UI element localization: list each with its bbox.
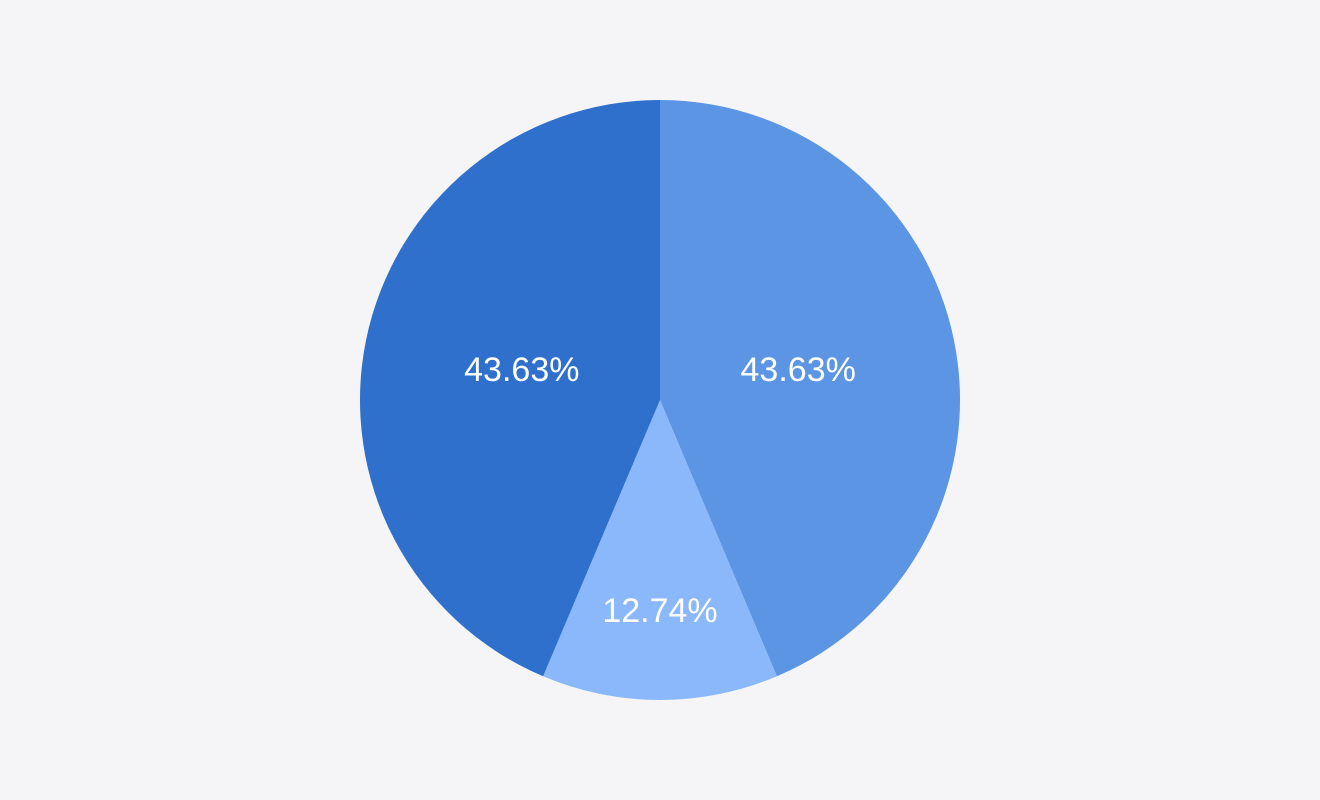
pie-slice-label-2: 12.74% <box>602 592 717 630</box>
pie-slice-labels: 43.63% 12.74% 43.63% <box>464 351 856 630</box>
pie-slice-label-3: 43.63% <box>464 351 579 389</box>
pie-slice-1 <box>660 100 961 677</box>
pie-slices <box>359 100 961 700</box>
pie-slice-3 <box>359 100 660 677</box>
pie-slice-label-1: 43.63% <box>741 351 856 389</box>
pie-slice-2 <box>543 400 777 700</box>
